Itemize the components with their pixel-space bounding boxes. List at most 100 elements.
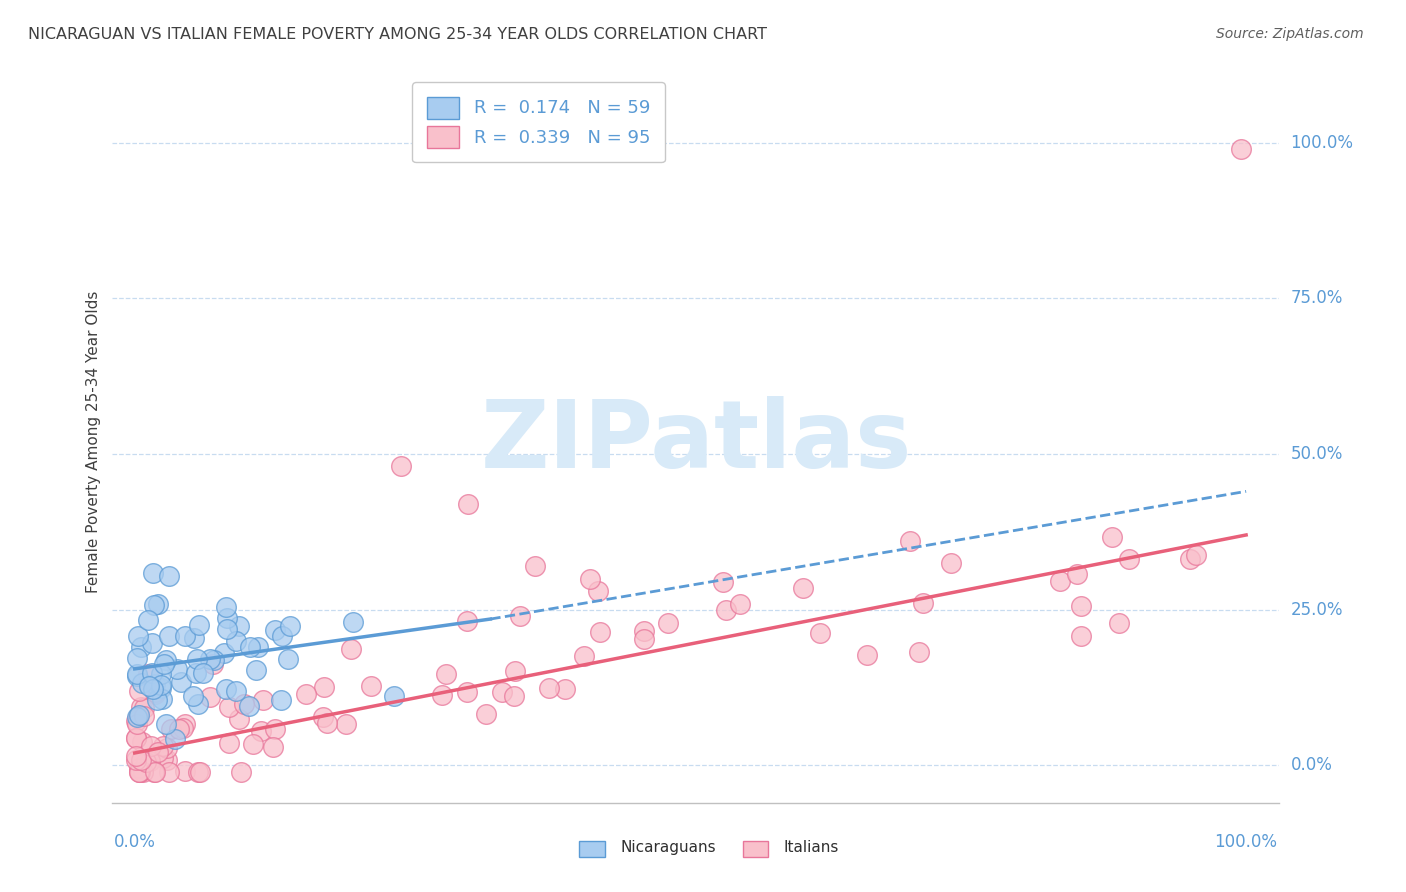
Point: [215, 599, 238, 614]
Point: [155, 653, 177, 667]
Point: [143, 685, 166, 699]
Point: [136, 667, 159, 681]
Point: [1185, 548, 1208, 562]
Point: [312, 710, 335, 724]
Point: [150, 681, 173, 695]
Point: [152, 751, 174, 765]
Point: [173, 629, 195, 643]
Point: [143, 687, 166, 701]
Point: [491, 685, 513, 699]
Point: [1101, 530, 1123, 544]
Point: [132, 764, 155, 779]
Point: [503, 665, 526, 679]
Point: [1178, 552, 1201, 566]
Point: [131, 675, 153, 690]
Point: [1229, 142, 1251, 156]
Text: 50.0%: 50.0%: [1291, 445, 1343, 463]
Point: [183, 632, 205, 646]
Text: Italians: Italians: [783, 840, 839, 855]
Point: [908, 645, 931, 659]
Point: [456, 684, 478, 698]
Point: [157, 764, 180, 779]
Point: [125, 666, 148, 681]
Point: [169, 723, 191, 737]
Point: [270, 693, 292, 707]
Point: [156, 753, 179, 767]
Point: [148, 745, 170, 759]
Point: [191, 665, 214, 680]
Point: [217, 622, 239, 636]
Point: [155, 716, 177, 731]
Point: [229, 764, 252, 779]
Point: [579, 572, 602, 586]
Point: [187, 697, 209, 711]
Point: [792, 581, 814, 595]
Point: [143, 677, 166, 691]
Point: [939, 556, 962, 570]
Point: [128, 708, 150, 723]
Text: 25.0%: 25.0%: [1291, 600, 1343, 619]
Point: [238, 698, 260, 713]
Point: [457, 497, 479, 511]
Point: [166, 662, 188, 676]
Point: [127, 709, 149, 723]
Point: [1066, 566, 1088, 581]
Point: [150, 692, 173, 706]
Point: [249, 724, 271, 739]
Point: [188, 764, 211, 779]
Point: [143, 764, 166, 779]
Text: 100.0%: 100.0%: [1291, 134, 1354, 152]
Point: [174, 764, 197, 778]
Point: [153, 657, 176, 672]
Point: [225, 683, 247, 698]
FancyBboxPatch shape: [579, 841, 605, 857]
Point: [855, 648, 877, 662]
Point: [198, 652, 221, 666]
Point: [232, 697, 254, 711]
Point: [456, 615, 478, 629]
FancyBboxPatch shape: [742, 841, 768, 857]
Point: [129, 764, 152, 779]
Point: [152, 739, 174, 753]
Point: [187, 618, 209, 632]
Point: [134, 701, 156, 715]
Point: [138, 613, 160, 627]
Point: [509, 609, 531, 624]
Text: 75.0%: 75.0%: [1291, 289, 1343, 307]
Point: [129, 640, 152, 655]
Text: 0.0%: 0.0%: [1291, 756, 1333, 774]
Point: [186, 665, 208, 680]
Point: [314, 680, 336, 694]
Point: [537, 681, 560, 695]
Point: [160, 722, 183, 736]
Point: [728, 597, 751, 611]
Point: [360, 679, 382, 693]
Point: [586, 583, 609, 598]
Point: [139, 739, 162, 754]
Point: [132, 709, 155, 723]
Point: [714, 603, 737, 617]
Point: [156, 740, 179, 755]
Point: [202, 653, 225, 667]
Point: [382, 689, 405, 703]
Point: [174, 717, 197, 731]
Point: [218, 736, 240, 750]
Point: [157, 569, 180, 583]
Point: [138, 679, 160, 693]
Point: [263, 623, 285, 637]
Point: [215, 611, 238, 625]
Point: [146, 692, 169, 706]
Text: 0.0%: 0.0%: [114, 833, 156, 851]
Point: [589, 624, 612, 639]
Point: [149, 678, 172, 692]
Text: NICARAGUAN VS ITALIAN FEMALE POVERTY AMONG 25-34 YEAR OLDS CORRELATION CHART: NICARAGUAN VS ITALIAN FEMALE POVERTY AMO…: [28, 27, 768, 42]
Point: [523, 559, 546, 574]
Point: [157, 629, 180, 643]
Text: 100.0%: 100.0%: [1215, 833, 1278, 851]
Point: [142, 566, 165, 581]
Point: [245, 663, 267, 677]
Point: [911, 596, 934, 610]
Point: [128, 764, 150, 779]
Point: [263, 723, 285, 737]
Point: [475, 706, 498, 721]
